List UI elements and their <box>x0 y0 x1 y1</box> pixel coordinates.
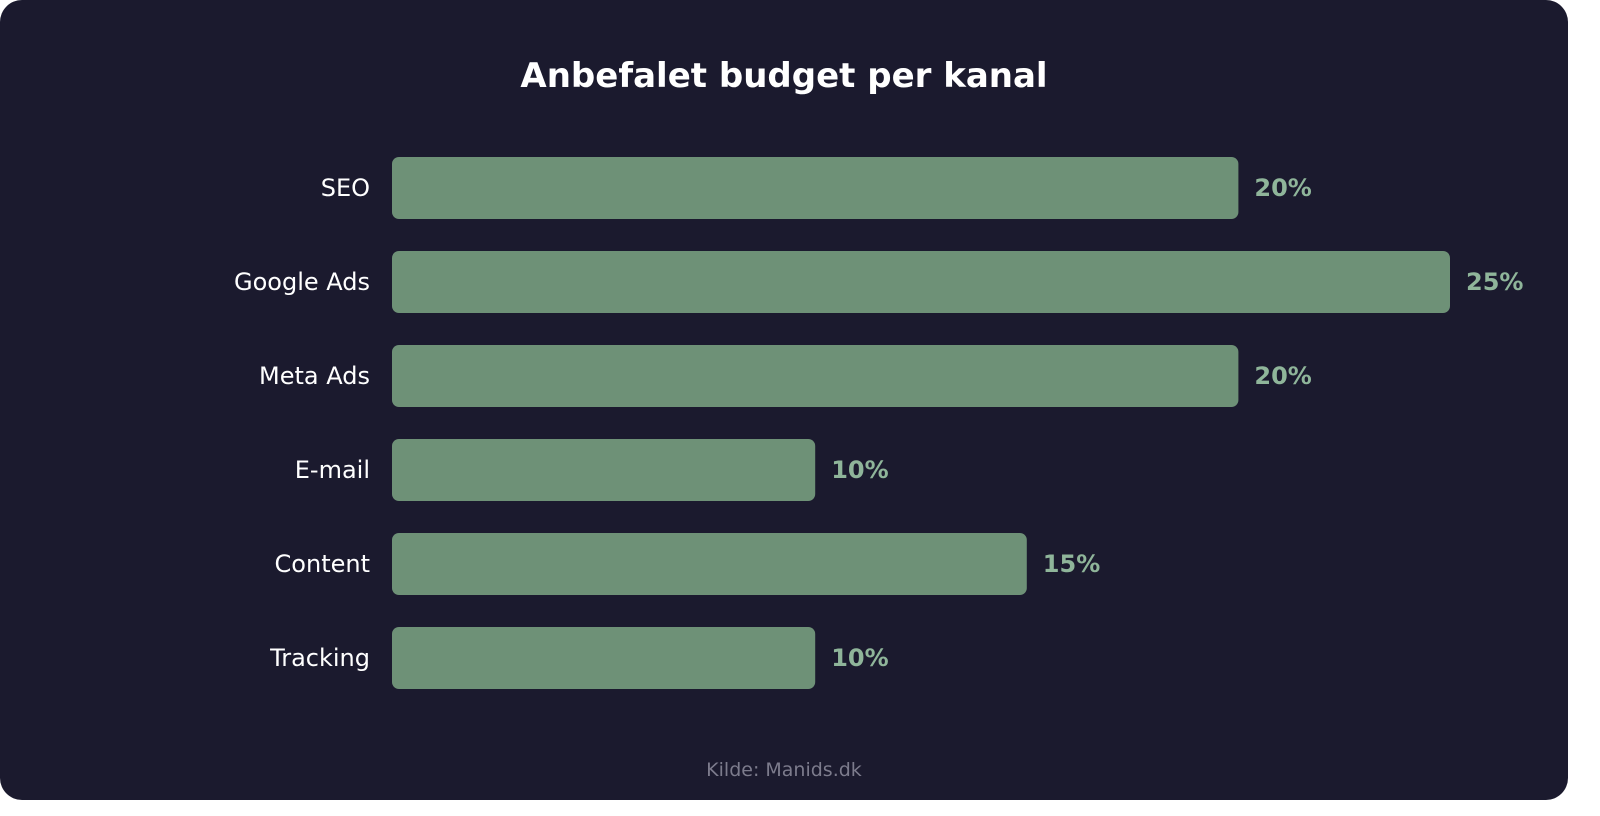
category-label: Google Ads <box>234 268 370 296</box>
bar-seo <box>392 157 1239 219</box>
value-label: 20% <box>1254 362 1311 390</box>
category-label: E-mail <box>295 456 370 484</box>
bar-content <box>392 533 1027 595</box>
value-label: 20% <box>1254 174 1311 202</box>
category-label: SEO <box>321 174 370 202</box>
bar-chart: SEO 20% Google Ads 25% Meta Ads 20% E-mail 10% C… <box>234 157 1523 689</box>
value-label: 10% <box>831 644 888 672</box>
category-label: Content <box>275 550 370 578</box>
bar-tracking <box>392 627 816 689</box>
bar-google-ads <box>392 251 1450 313</box>
chart-title: Anbefalet budget per kanal <box>520 56 1048 96</box>
value-label: 25% <box>1466 268 1523 296</box>
bar-e-mail <box>392 439 816 501</box>
category-label: Meta Ads <box>259 362 370 390</box>
value-label: 15% <box>1043 550 1100 578</box>
chart-card: Anbefalet budget per kanal SEO 20% Google … <box>0 0 1568 800</box>
category-label: Tracking <box>269 644 370 672</box>
source-note: Kilde: Manids.dk <box>706 759 862 781</box>
value-label: 10% <box>831 456 888 484</box>
bar-meta-ads <box>392 345 1239 407</box>
